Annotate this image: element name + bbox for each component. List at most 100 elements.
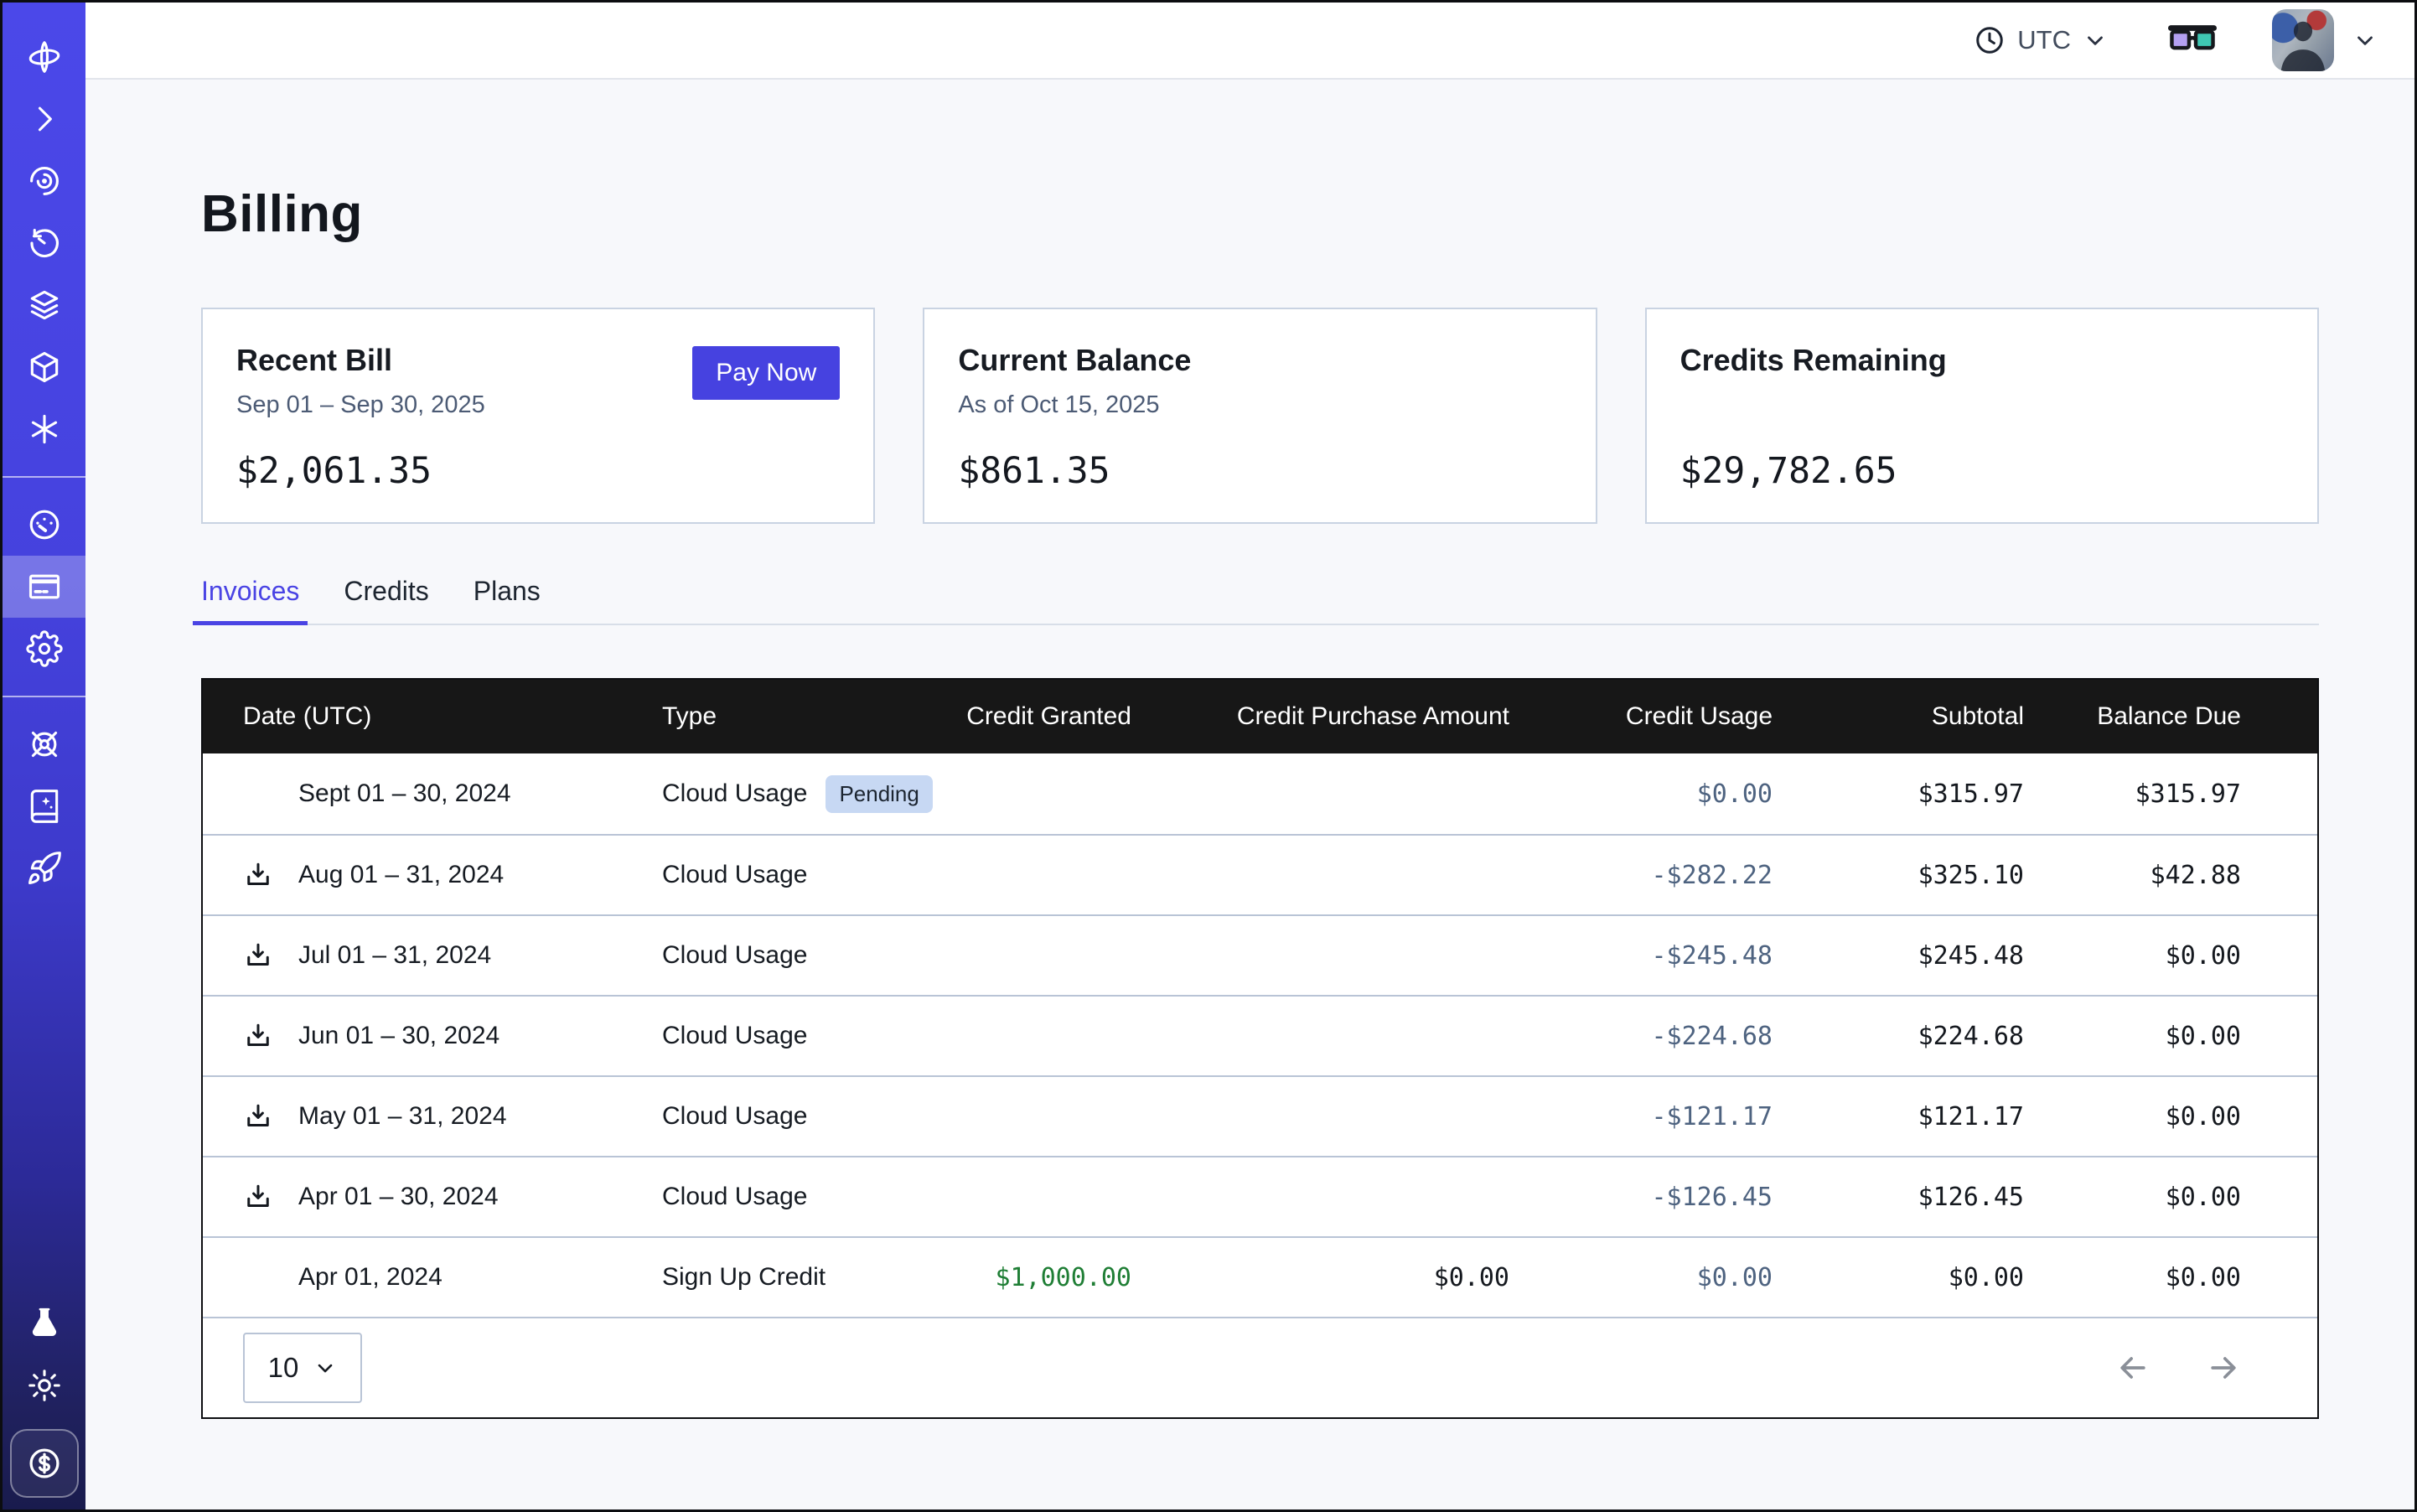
clock-icon (1974, 24, 2006, 56)
download-icon (243, 1101, 273, 1131)
invoice-type-cell: Cloud Usage (622, 861, 957, 889)
invoices-table: Date (UTC) Type Credit Granted Credit Pu… (201, 678, 2319, 1419)
subtotal-value: $315.97 (1813, 779, 2064, 809)
balance-due-value: $0.00 (2064, 1022, 2320, 1051)
logo-orbit-icon[interactable] (3, 39, 85, 75)
table-row: Aug 01 – 31, 2024 Cloud Usage -$282.22 $… (203, 834, 2317, 914)
3d-glasses-icon (2168, 23, 2217, 58)
download-icon (243, 1021, 273, 1051)
invoice-type-cell: Cloud Usage (622, 1102, 957, 1131)
timezone-selector[interactable]: UTC (1974, 24, 2108, 56)
balance-due-value: $42.88 (2064, 861, 2320, 890)
subtotal-value: $224.68 (1813, 1022, 2064, 1051)
download-invoice-button[interactable] (243, 1100, 275, 1132)
timer-icon[interactable] (3, 225, 85, 261)
current-balance-card: Current Balance As of Oct 15, 2025 $861.… (923, 308, 1597, 524)
book-sparkle-icon[interactable] (3, 788, 85, 825)
page-size-select[interactable]: 10 (243, 1333, 362, 1403)
table-row: May 01 – 31, 2024 Cloud Usage -$121.17 $… (203, 1075, 2317, 1156)
column-header-type: Type (622, 702, 957, 731)
invoice-period: Apr 01, 2024 (298, 1263, 443, 1292)
sun-icon[interactable] (3, 1367, 85, 1404)
invoice-type: Cloud Usage (662, 941, 807, 970)
invoice-type-cell: Cloud Usage Pending (622, 775, 957, 813)
invoice-period: Sept 01 – 30, 2024 (298, 779, 511, 808)
credit-usage-value: -$245.48 (1550, 941, 1813, 971)
invoice-type-cell: Sign Up Credit (622, 1263, 957, 1292)
balance-due-value: $0.00 (2064, 1102, 2320, 1131)
rocket-icon[interactable] (3, 850, 85, 887)
recent-bill-card: Recent Bill Sep 01 – Sep 30, 2025 $2,061… (201, 308, 875, 524)
invoice-period: May 01 – 31, 2024 (298, 1102, 507, 1131)
subtotal-value: $126.45 (1813, 1183, 2064, 1212)
invoice-period: Jun 01 – 30, 2024 (298, 1022, 499, 1050)
download-icon (243, 940, 273, 971)
balance-due-value: $0.00 (2064, 941, 2320, 971)
sidebar-divider (3, 696, 85, 697)
credits-remaining-card: Credits Remaining $29,782.65 (1645, 308, 2319, 524)
credit-granted-value: $1,000.00 (957, 1263, 1172, 1292)
recent-bill-amount: $2,061.35 (236, 450, 840, 492)
column-header-credit-usage: Credit Usage (1550, 702, 1813, 731)
badge-dollar-button[interactable] (10, 1429, 79, 1498)
avatar[interactable] (2272, 9, 2334, 71)
gauge-icon[interactable] (3, 506, 85, 543)
credit-usage-value: -$121.17 (1550, 1102, 1813, 1131)
invoice-type: Cloud Usage (662, 1183, 807, 1211)
card-title: Current Balance (958, 341, 1561, 380)
credits-remaining-amount: $29,782.65 (1680, 450, 2284, 492)
table-row: Jun 01 – 30, 2024 Cloud Usage -$224.68 $… (203, 995, 2317, 1075)
column-header-balance-due: Balance Due (2064, 702, 2320, 731)
next-page-button[interactable] (2205, 1349, 2242, 1386)
tab-invoices[interactable]: Invoices (193, 576, 308, 624)
download-invoice-button[interactable] (243, 1181, 275, 1213)
page-title: Billing (201, 184, 2319, 246)
gear-icon[interactable] (3, 630, 85, 667)
flask-icon[interactable] (3, 1305, 85, 1342)
column-header-subtotal: Subtotal (1813, 702, 2064, 731)
table-row: Apr 01, 2024 Sign Up Credit $1,000.00 $0… (203, 1236, 2317, 1317)
layers-icon[interactable] (3, 287, 85, 324)
download-invoice-button[interactable] (243, 859, 275, 891)
download-invoice-button[interactable] (243, 940, 275, 971)
card-subtitle (1680, 388, 2284, 422)
status-badge: Pending (826, 775, 932, 813)
credit-card-icon (26, 568, 63, 605)
asterisk-icon[interactable] (3, 411, 85, 448)
invoice-date-cell: Apr 01, 2024 (203, 1261, 622, 1293)
page-size-value: 10 (268, 1352, 299, 1384)
card-subtitle: As of Oct 15, 2025 (958, 388, 1561, 422)
3d-glasses-button[interactable] (2168, 23, 2217, 58)
avatar-silhouette (2272, 9, 2334, 71)
credit-usage-value: $0.00 (1550, 1263, 1813, 1292)
invoice-date-cell: Jun 01 – 30, 2024 (203, 1020, 622, 1052)
prev-page-button[interactable] (2114, 1349, 2151, 1386)
tab-credits[interactable]: Credits (335, 576, 437, 624)
column-header-credit-granted: Credit Granted (957, 702, 1172, 731)
download-invoice-button[interactable] (243, 1020, 275, 1052)
pagination: 10 (203, 1317, 2317, 1417)
credit-usage-value: -$126.45 (1550, 1183, 1813, 1212)
scan-eye-icon[interactable] (3, 163, 85, 199)
chevron-down-icon (313, 1356, 337, 1380)
sidebar-item-billing[interactable] (3, 556, 85, 618)
subtotal-value: $0.00 (1813, 1263, 2064, 1292)
summary-cards: Recent Bill Sep 01 – Sep 30, 2025 $2,061… (201, 308, 2319, 524)
tab-plans[interactable]: Plans (465, 576, 549, 624)
topbar: UTC (85, 3, 2414, 80)
helm-icon[interactable] (3, 726, 85, 763)
subtotal-value: $245.48 (1813, 941, 2064, 971)
pay-now-button[interactable]: Pay Now (692, 346, 840, 400)
chevron-right-icon[interactable] (3, 101, 85, 137)
invoice-date-cell: Aug 01 – 31, 2024 (203, 859, 622, 891)
chevron-down-icon[interactable] (2352, 28, 2378, 53)
current-balance-amount: $861.35 (958, 450, 1561, 492)
balance-due-value: $0.00 (2064, 1183, 2320, 1212)
credit-usage-value: $0.00 (1550, 779, 1813, 809)
invoice-date-cell: Sept 01 – 30, 2024 (203, 778, 622, 810)
timezone-label: UTC (2017, 25, 2071, 55)
chevron-down-icon (2083, 28, 2108, 53)
invoice-type-cell: Cloud Usage (622, 941, 957, 970)
cube-icon[interactable] (3, 349, 85, 386)
invoice-period: Apr 01 – 30, 2024 (298, 1183, 499, 1211)
